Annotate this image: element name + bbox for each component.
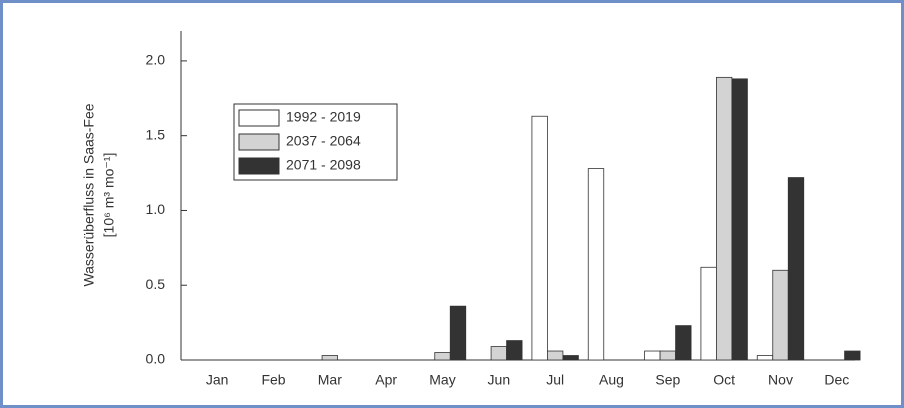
bar — [531, 115, 548, 361]
bar — [675, 325, 692, 361]
legend-swatch — [238, 157, 280, 175]
bar — [449, 305, 467, 361]
y-tick-label: 0.0 — [146, 351, 166, 367]
legend-label: 1992 - 2019 — [286, 109, 361, 125]
y-axis-label: [10⁶ m³ mo⁻¹] — [101, 153, 117, 238]
x-tick-label: May — [429, 372, 455, 388]
x-tick-label: Apr — [375, 372, 397, 388]
bar — [490, 346, 507, 361]
bar — [547, 350, 564, 361]
x-tick-label: Nov — [768, 372, 793, 388]
bar — [756, 355, 774, 361]
bar — [787, 177, 805, 361]
bar — [659, 350, 676, 361]
bar — [716, 76, 733, 361]
bar — [731, 78, 748, 361]
x-tick-label: Dec — [824, 372, 849, 388]
bar — [844, 350, 861, 361]
y-tick-label: 1.5 — [146, 126, 166, 142]
legend-label: 2071 - 2098 — [286, 157, 361, 173]
bar — [506, 340, 523, 361]
bar — [700, 266, 717, 361]
bar — [434, 352, 451, 361]
legend-swatch — [238, 133, 280, 151]
x-tick-label: Jun — [488, 372, 511, 388]
legend-label: 2037 - 2064 — [286, 133, 361, 149]
bar — [321, 355, 338, 361]
y-axis-label: Wasserüberfluss in Saas-Fee — [81, 103, 97, 286]
legend-swatch — [238, 109, 280, 127]
y-tick-label: 1.0 — [146, 201, 166, 217]
bar — [562, 355, 579, 361]
x-tick-label: Aug — [599, 372, 624, 388]
bar — [644, 350, 661, 361]
x-tick-label: Jul — [546, 372, 564, 388]
y-tick-label: 0.5 — [146, 276, 166, 292]
y-tick-label: 2.0 — [146, 52, 166, 68]
x-tick-label: Mar — [318, 372, 342, 388]
bar — [587, 168, 605, 361]
x-tick-label: Feb — [261, 372, 285, 388]
x-tick-label: Sep — [655, 372, 680, 388]
x-tick-label: Jan — [206, 372, 229, 388]
x-tick-label: Oct — [713, 372, 735, 388]
bar — [772, 269, 789, 361]
